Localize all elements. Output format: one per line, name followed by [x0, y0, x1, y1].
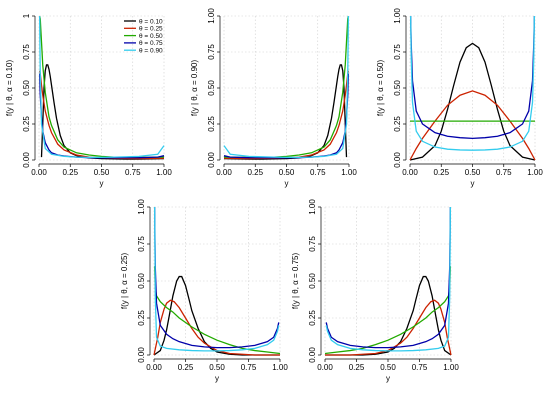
x-tick-label: 0.50 [94, 168, 110, 177]
chart-panel-4: 0.00 0.25 0.50 0.75 1.00 0.00 0.25 0.50 0.75 1.00… [120, 199, 288, 383]
series-line-0.75 [409, 15, 536, 140]
series-line-0.75 [153, 206, 280, 349]
series-line-0.10 [325, 275, 452, 356]
x-tick-label: 0.25 [62, 168, 78, 177]
y-tick-label: 1.00 [207, 8, 216, 24]
series-line-0.90 [223, 15, 350, 159]
series-line-0.90 [38, 15, 165, 159]
legend-label: θ = 0.90 [139, 48, 163, 55]
chart-panel-1: 0.00 0.25 0.50 0.75 1.00 0.00 0.25 0.50 0.75 1 y f(… [5, 13, 172, 188]
y-tick-label: 0.50 [393, 80, 402, 96]
y-tick-label: 1.00 [393, 8, 402, 24]
x-tick-label: 0.50 [209, 363, 225, 372]
y-tick-label: 1.00 [137, 199, 146, 215]
x-tick-label: 1.00 [341, 168, 357, 177]
x-tick-label: 0.00 [317, 363, 333, 372]
legend-label: θ = 0.25 [139, 26, 163, 33]
legend: θ = 0.10θ = 0.25θ = 0.50θ = 0.75θ = 0.90 [124, 18, 163, 55]
y-tick-label: 0.00 [207, 152, 216, 168]
x-tick-label: 0.25 [247, 168, 263, 177]
y-tick-label: 0.75 [207, 44, 216, 60]
x-axis-label: y [100, 179, 104, 188]
series-line-0.75 [325, 206, 452, 349]
x-tick-label: 0.25 [433, 168, 449, 177]
x-tick-label: 1.00 [156, 168, 172, 177]
x-tick-label: 0.75 [241, 363, 257, 372]
series-line-0.90 [409, 15, 536, 151]
legend-label: θ = 0.50 [139, 33, 163, 40]
x-tick-label: 0.00 [31, 168, 47, 177]
y-tick-label: 0.00 [308, 347, 317, 363]
y-tick-label: 0.50 [22, 80, 31, 96]
series-line-0.10 [153, 275, 280, 356]
y-tick-label: 0.00 [137, 347, 146, 363]
x-tick-label: 0.00 [216, 168, 232, 177]
series-line-0.50 [153, 266, 281, 355]
series-line-0.25 [223, 70, 350, 160]
x-tick-label: 0.50 [380, 363, 396, 372]
y-axis-label: f(y | θ, α = 0.10) [5, 60, 14, 117]
y-tick-label: 0.25 [393, 116, 402, 132]
x-tick-label: 0.50 [279, 168, 295, 177]
chart-panel-2: 0.00 0.25 0.50 0.75 1.00 0.00 0.25 0.50 0.75 1.00… [190, 8, 357, 188]
y-tick-label: 0.75 [393, 44, 402, 60]
series-line-0.10 [409, 42, 536, 161]
series-line-0.10 [40, 64, 165, 160]
y-tick-label: 1.00 [308, 199, 317, 215]
x-tick-label: 0.25 [349, 363, 365, 372]
y-axis-label: f(y | θ, α = 0.25) [120, 253, 129, 310]
y-tick-label: 0.25 [22, 116, 31, 132]
x-axis-label: y [285, 179, 289, 188]
chart-panel-5: 0.00 0.25 0.50 0.75 1.00 0.00 0.25 0.50 0.75 1.00… [291, 199, 459, 383]
x-axis-label: y [386, 374, 390, 383]
x-tick-label: 0.00 [402, 168, 418, 177]
x-tick-label: 0.75 [412, 363, 428, 372]
x-tick-label: 0.00 [146, 363, 162, 372]
legend-label: θ = 0.75 [139, 40, 163, 47]
y-tick-label: 1 [22, 13, 31, 18]
y-tick-label: 0.25 [308, 310, 317, 326]
chart-panel-3: 0.00 0.25 0.50 0.75 1.00 0.00 0.25 0.50 0.75 1.00… [376, 8, 543, 188]
series-line-0.25 [409, 90, 536, 161]
series-line-0.25 [325, 299, 452, 356]
series-line-0.90 [325, 206, 452, 352]
x-tick-label: 0.75 [496, 168, 512, 177]
y-tick-label: 0.75 [308, 236, 317, 252]
x-tick-label: 1.00 [272, 363, 288, 372]
series-line-0.10 [223, 64, 348, 160]
y-tick-label: 0.75 [137, 236, 146, 252]
y-axis-label: f(y | θ, α = 0.50) [376, 60, 385, 117]
y-axis-label: f(y | θ, α = 0.90) [190, 60, 199, 117]
x-tick-label: 0.75 [125, 168, 141, 177]
series-line-0.50 [223, 15, 350, 159]
x-axis-label: y [215, 374, 219, 383]
legend-label: θ = 0.10 [139, 18, 163, 25]
x-tick-label: 0.75 [310, 168, 326, 177]
y-tick-label: 0.00 [22, 152, 31, 168]
series-line-0.25 [38, 70, 165, 160]
y-tick-label: 0.50 [308, 273, 317, 289]
series-line-0.25 [153, 299, 280, 356]
y-tick-label: 0.25 [207, 116, 216, 132]
x-axis-label: y [471, 179, 475, 188]
y-tick-label: 0.50 [137, 273, 146, 289]
series-line-0.50 [324, 266, 452, 355]
y-tick-label: 0.00 [393, 152, 402, 168]
y-tick-label: 0.50 [207, 80, 216, 96]
series-line-0.90 [153, 206, 280, 352]
x-tick-label: 1.00 [527, 168, 543, 177]
x-tick-label: 0.25 [178, 363, 194, 372]
x-tick-label: 0.50 [465, 168, 481, 177]
x-tick-label: 1.00 [443, 363, 459, 372]
y-tick-label: 0.25 [137, 310, 146, 326]
y-axis-label: f(y | θ, α = 0.75) [291, 253, 300, 310]
y-tick-label: 0.75 [22, 44, 31, 60]
